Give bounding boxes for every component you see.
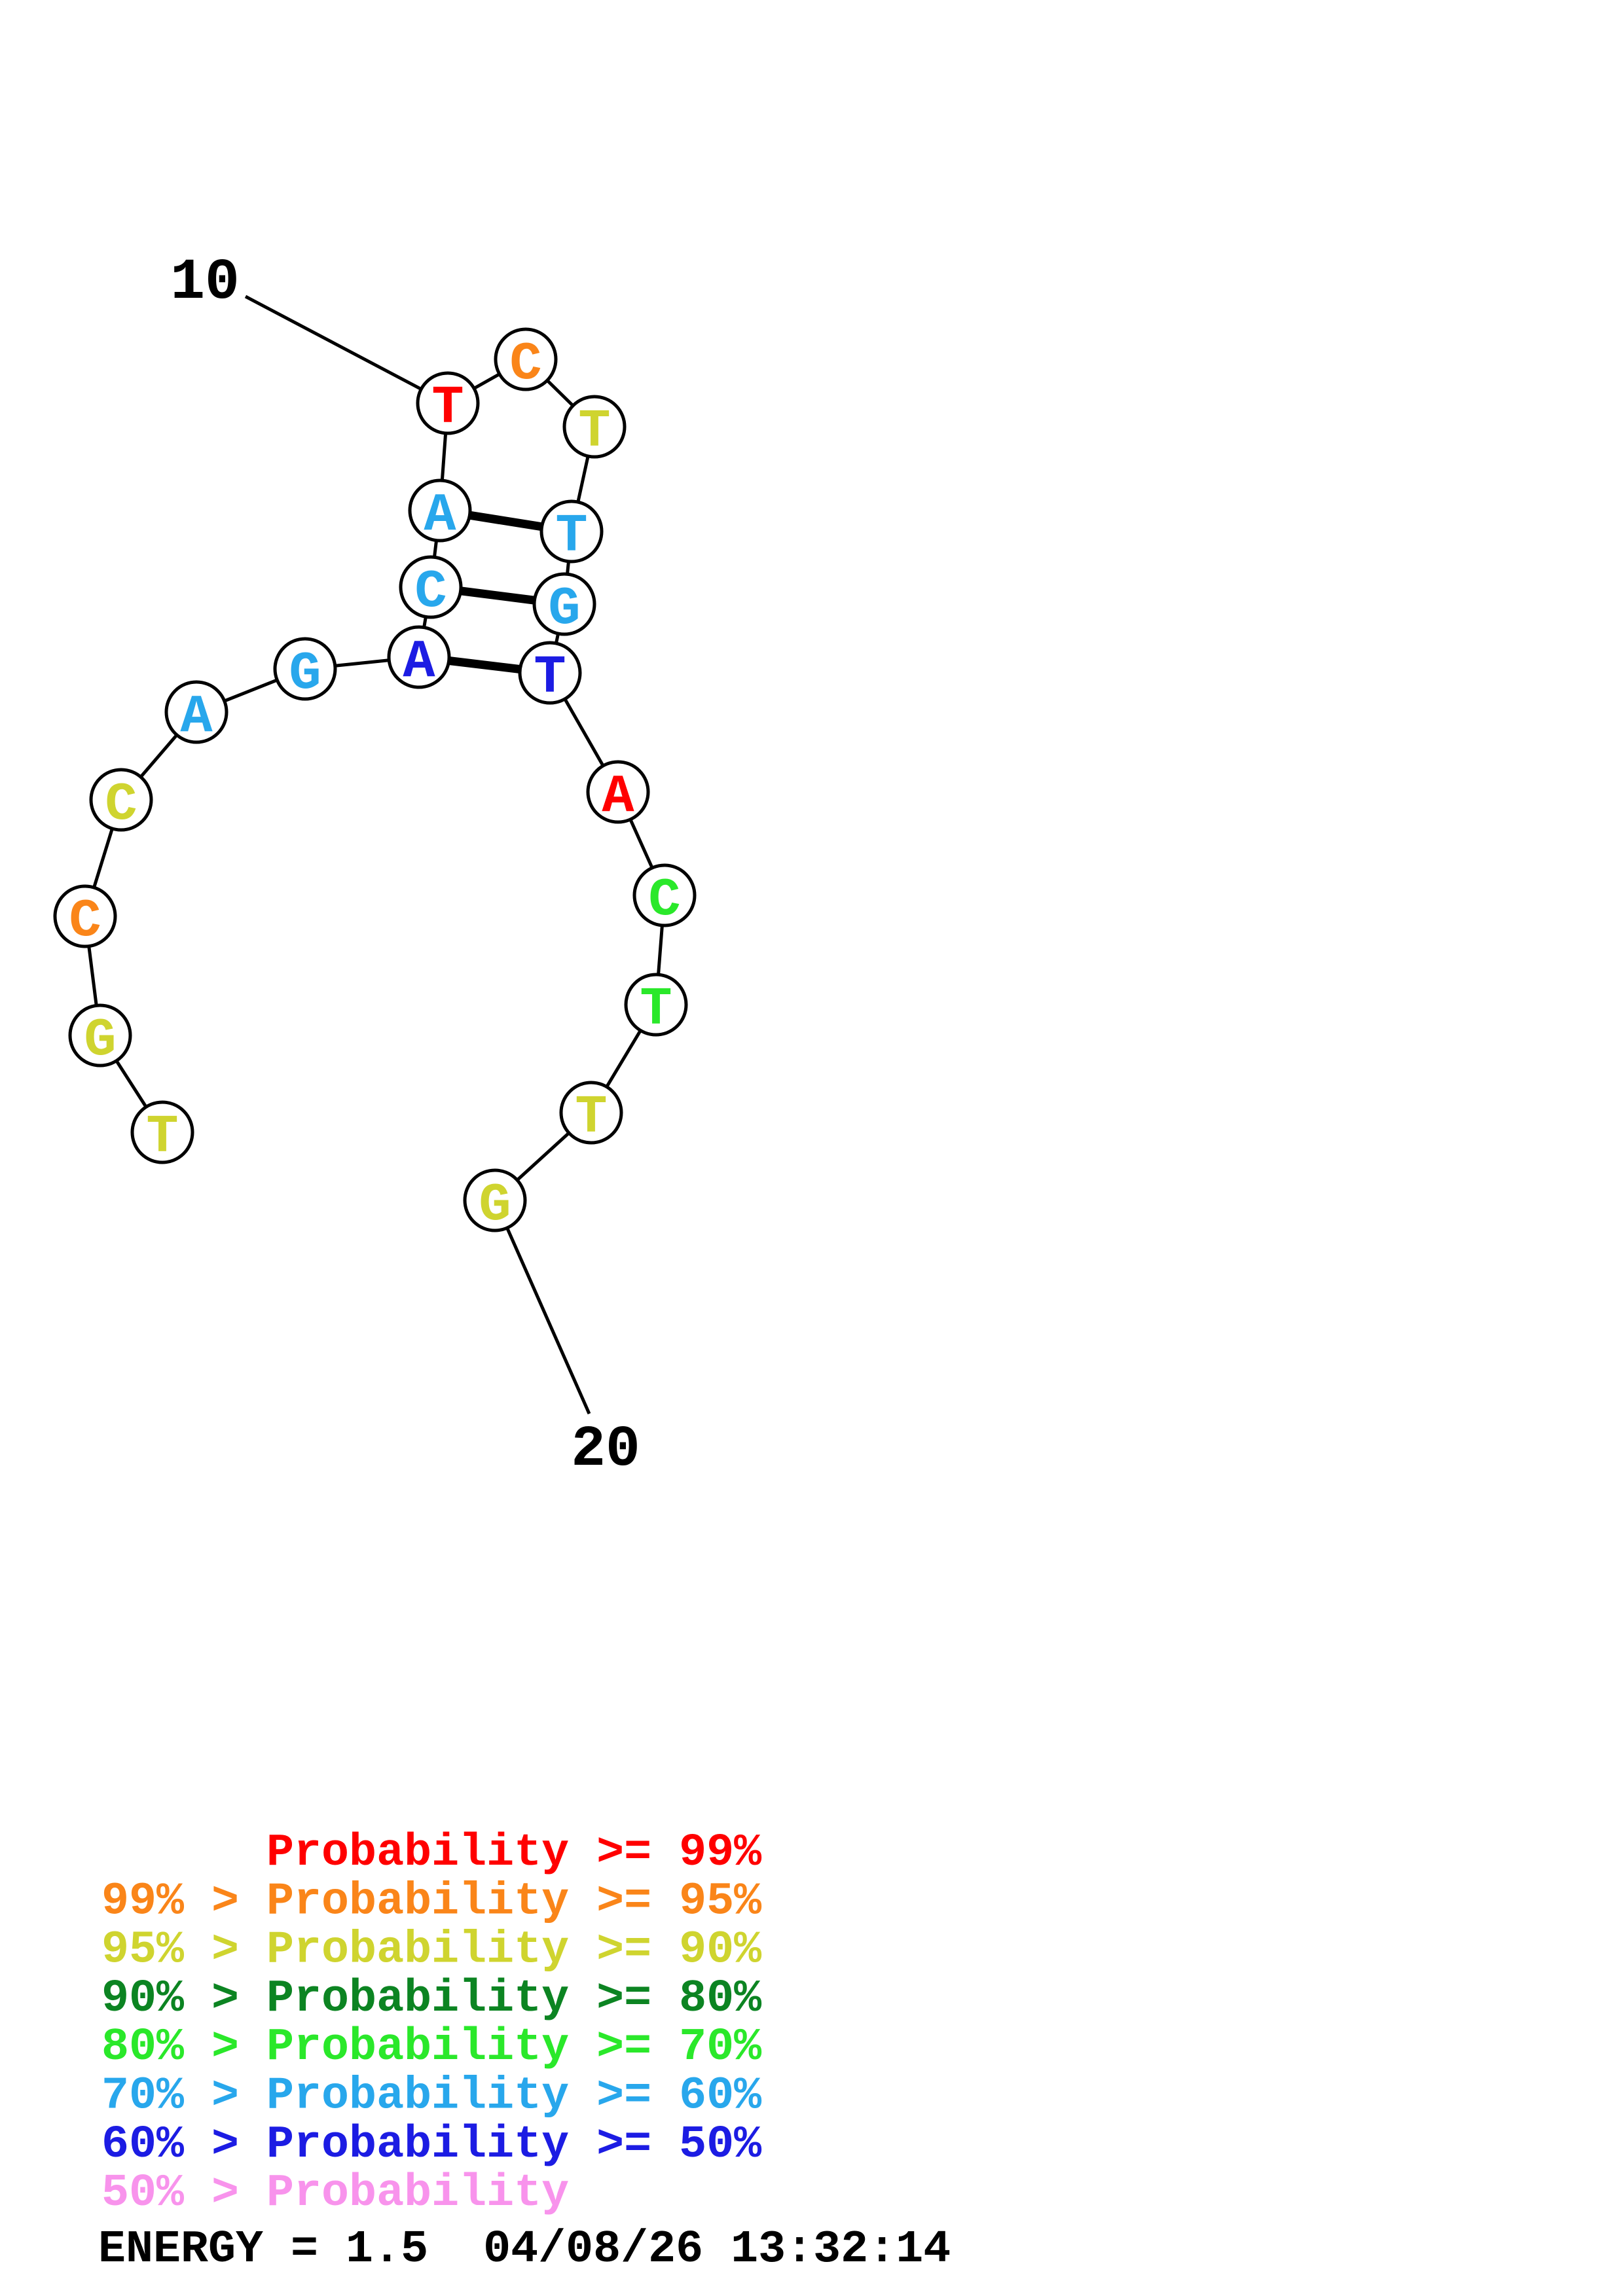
nucleotide-letter-A7: A [403, 632, 435, 692]
nucleotide-letter-G2: G [84, 1010, 116, 1071]
nucleotide-circle-A5 [164, 680, 228, 744]
nucleotide-letter-A5: A [180, 687, 213, 747]
nucleotide-letter-A16: A [602, 766, 634, 827]
probability-legend: Probability >= 99%99% > Probability >= 9… [101, 1827, 762, 2219]
nucleotide-circle-T15 [518, 641, 582, 705]
legend-row-2: 99% > Probability >= 95% [101, 1876, 762, 1928]
legend-row-7: 60% > Probability >= 50% [101, 2119, 762, 2171]
nucleotide-circle-G14 [532, 572, 596, 636]
nucleotide-letter-T15: T [534, 647, 566, 708]
sequence-number-label-20: 20 [571, 1418, 640, 1482]
nucleotide-letter-T19: T [575, 1087, 607, 1148]
nucleotide-letter-T18: T [640, 979, 672, 1040]
nucleotide-letter-C8: C [414, 562, 447, 622]
backbone-layer [83, 357, 666, 1202]
nucleotide-circle-G20 [463, 1168, 527, 1232]
nucleotide-letter-A9: A [424, 485, 456, 546]
nucleotide-letter-T12: T [578, 401, 610, 462]
nucleotide-circle-G2 [68, 1003, 132, 1067]
label-pointer-line [493, 1199, 591, 1415]
nucleotide-letter-T10: T [431, 378, 464, 439]
sequence-number-label-10: 10 [170, 251, 240, 315]
legend-row-8: 50% > Probability [101, 2168, 569, 2219]
nucleotide-circle-T12 [562, 395, 627, 459]
nucleotide-letter-C4: C [105, 774, 137, 835]
legend-row-4: 90% > Probability >= 80% [101, 1973, 762, 2025]
nucleotide-letter-C17: C [648, 870, 680, 931]
nucleotide-layer [53, 327, 697, 1232]
legend-row-5: 80% > Probability >= 70% [101, 2022, 762, 2073]
sequence-number-labels: 10 20 [170, 251, 640, 1482]
nucleotide-circle-T18 [624, 973, 688, 1037]
legend-row-3: 95% > Probability >= 90% [101, 1925, 762, 1977]
nucleotide-letter-T1: T [146, 1107, 178, 1168]
nucleotide-circle-C11 [494, 327, 558, 391]
nucleotide-circle-T19 [559, 1081, 623, 1145]
nucleotide-letter-C3: C [69, 891, 101, 952]
legend-row-6: 70% > Probability >= 60% [101, 2071, 762, 2123]
nucleotide-circle-T1 [130, 1100, 194, 1164]
nucleotide-circle-T10 [416, 371, 480, 435]
label-pointer-line [244, 295, 449, 405]
nucleotide-circle-A16 [586, 760, 650, 824]
nucleotide-circle-C4 [89, 768, 153, 832]
nucleotide-circle-A9 [408, 478, 472, 543]
legend-row-1: Probability >= 99% [101, 1827, 762, 1879]
nucleotide-circle-T13 [539, 499, 604, 564]
energy-timestamp-text: ENERGY = 1.5 04/08/26 13:32:14 [98, 2224, 951, 2276]
nucleotide-circle-A7 [387, 625, 451, 689]
nucleotide-letter-T13: T [555, 506, 587, 567]
nucleotide-letter-G14: G [548, 579, 580, 639]
label-line-layer [244, 295, 591, 1415]
nucleotide-letter-C11: C [509, 334, 541, 395]
nucleotide-circle-C8 [399, 555, 463, 619]
nucleotide-letter-G20: G [479, 1175, 511, 1236]
nucleotide-circle-C17 [632, 863, 697, 927]
nucleotide-circle-G6 [273, 637, 337, 701]
nucleotide-circle-C3 [53, 884, 117, 948]
nucleotide-letter-G6: G [289, 643, 321, 704]
